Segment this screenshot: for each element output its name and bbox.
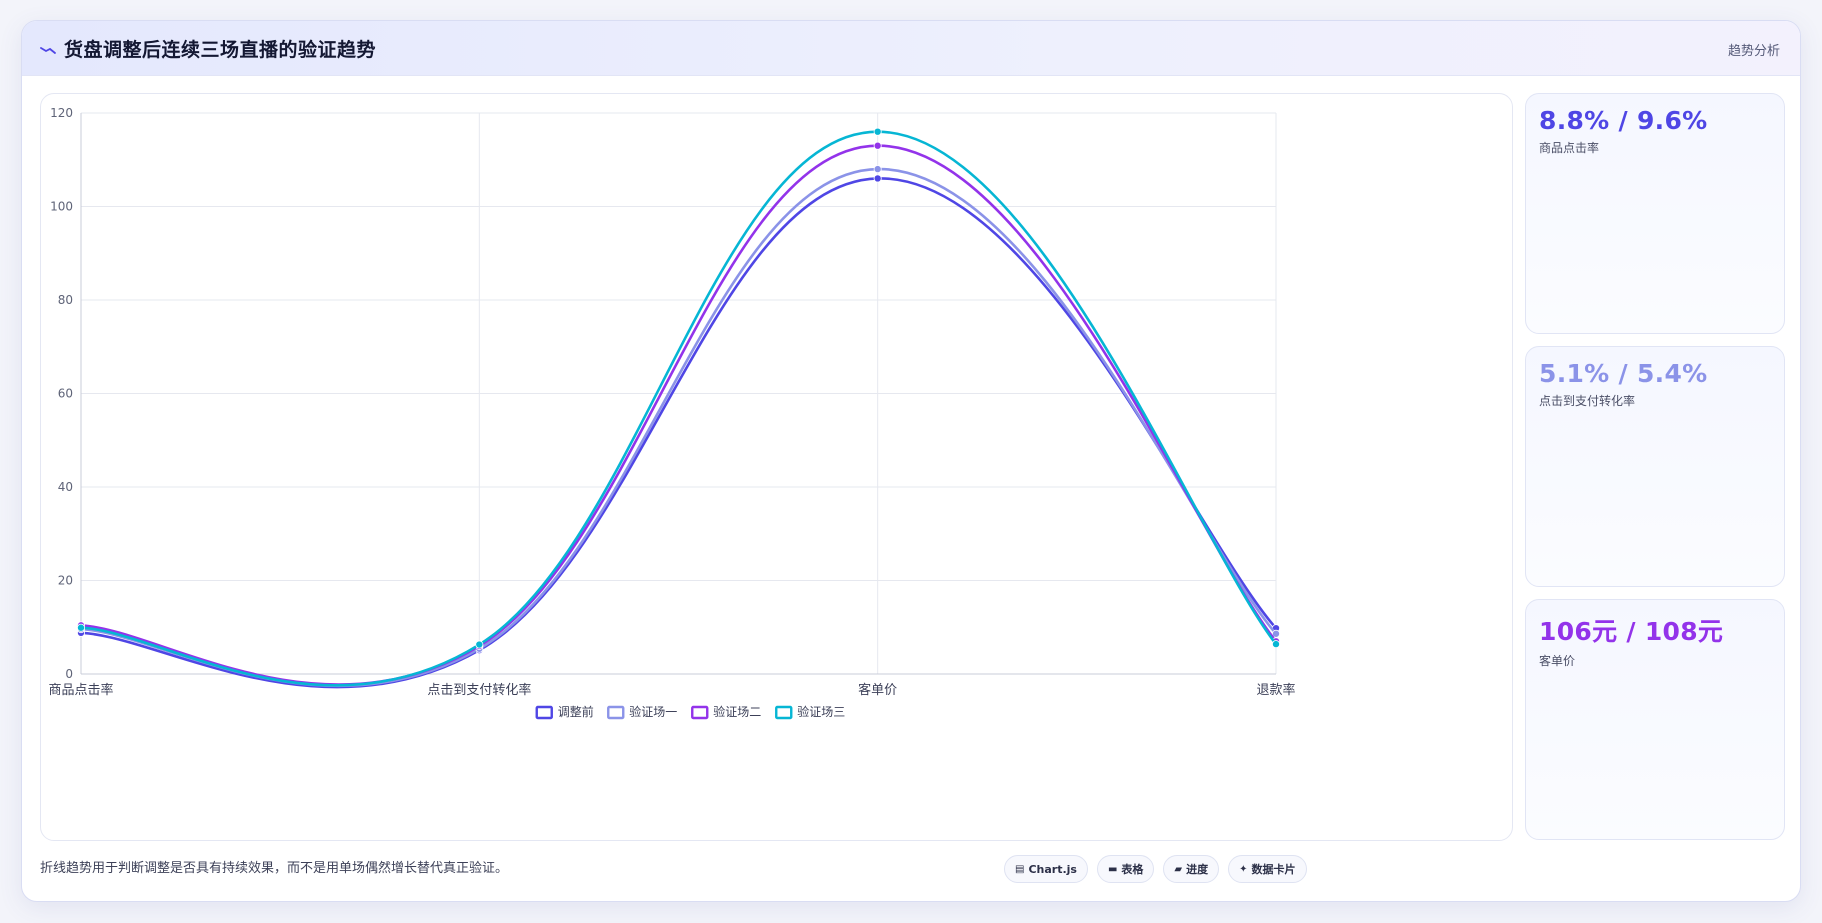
trend-line-icon	[40, 46, 56, 54]
chip-label: 表格	[1121, 863, 1144, 876]
legend-label: 验证场一	[629, 704, 677, 719]
stat-card-conversion-rate: 5.1% / 5.4% 点击到支付转化率	[1525, 346, 1785, 587]
stat-card-avg-order: 106元 / 108元 客单价	[1525, 599, 1785, 840]
stat-value: 8.8% / 9.6%	[1539, 106, 1708, 135]
y-tick-label: 0	[65, 667, 73, 681]
x-tick-label: 客单价	[858, 682, 897, 698]
legend-label: 验证场二	[713, 704, 761, 719]
chip-label: Chart.js	[1028, 862, 1077, 876]
chart-icon: ▤	[1015, 863, 1025, 875]
title-wrap: 货盘调整后连续三场直播的验证趋势	[40, 35, 376, 62]
stat-value: 5.1% / 5.4%	[1539, 359, 1708, 388]
stat-label: 客单价	[1539, 654, 1576, 668]
data-point	[873, 165, 882, 174]
card-icon: ✦	[1239, 863, 1248, 875]
y-tick-label: 100	[50, 200, 73, 214]
legend-swatch	[775, 705, 793, 720]
data-point	[77, 623, 86, 632]
legend-swatch	[535, 705, 553, 720]
legend-label: 调整前	[558, 704, 594, 719]
series-line-3	[80, 144, 1278, 686]
data-point	[873, 141, 882, 150]
table-icon: ▬	[1107, 863, 1118, 875]
progress-icon: ▰	[1174, 863, 1183, 875]
chip-chartjs[interactable]: ▤ Chart.js	[1004, 855, 1088, 883]
data-point	[873, 174, 882, 183]
chip-table[interactable]: ▬ 表格	[1096, 855, 1155, 883]
chart-panel: 0 20 40 60 80 100 120 商品点击率 点击到支付转化率 客单价 退款率调整前 验证场…	[40, 93, 1513, 841]
data-point	[1272, 640, 1281, 649]
chip-label: 数据卡片	[1251, 863, 1296, 876]
trend-analysis-tag[interactable]: 趋势分析	[1727, 44, 1780, 59]
stat-value: 106元 / 108元	[1539, 617, 1724, 646]
card-header: 货盘调整后连续三场直播的验证趋势 趋势分析	[22, 21, 1800, 76]
stat-card-click-rate: 8.8% / 9.6% 商品点击率	[1525, 93, 1785, 334]
x-tick-label: 退款率	[1256, 682, 1295, 698]
y-tick-label: 80	[58, 293, 73, 307]
legend-swatch	[691, 705, 709, 720]
chip-label: 进度	[1186, 863, 1209, 876]
footnote: 折线趋势用于判断调整是否具有持续效果，而不是用单场偶然增长替代真正验证。	[40, 861, 509, 876]
data-point	[475, 640, 484, 649]
trend-card: 货盘调整后连续三场直播的验证趋势 趋势分析 0 20 40 60 80 100 120 商品点…	[21, 20, 1801, 902]
page-title: 货盘调整后连续三场直播的验证趋势	[64, 39, 377, 61]
chip-row: ▤ Chart.js ▬ 表格 ▰ 进度 ✦ 数据卡片	[1004, 855, 1307, 883]
y-tick-label: 60	[58, 387, 73, 401]
x-tick-label: 商品点击率	[48, 682, 113, 698]
y-tick-label: 20	[58, 574, 73, 588]
y-tick-label: 40	[58, 480, 73, 494]
series-line-1	[80, 177, 1277, 689]
chip-progress[interactable]: ▰ 进度	[1163, 855, 1220, 883]
legend-label: 验证场三	[797, 704, 845, 719]
y-tick-label: 120	[50, 106, 73, 120]
series-line-2	[80, 167, 1277, 687]
stat-label: 点击到支付转化率	[1539, 394, 1636, 408]
legend-swatch	[607, 705, 625, 720]
chip-data-card[interactable]: ✦ 数据卡片	[1228, 855, 1307, 883]
stat-label: 商品点击率	[1539, 141, 1600, 155]
data-point	[873, 127, 882, 136]
series-line-4	[80, 130, 1278, 687]
x-tick-label: 点击到支付转化率	[427, 682, 531, 698]
